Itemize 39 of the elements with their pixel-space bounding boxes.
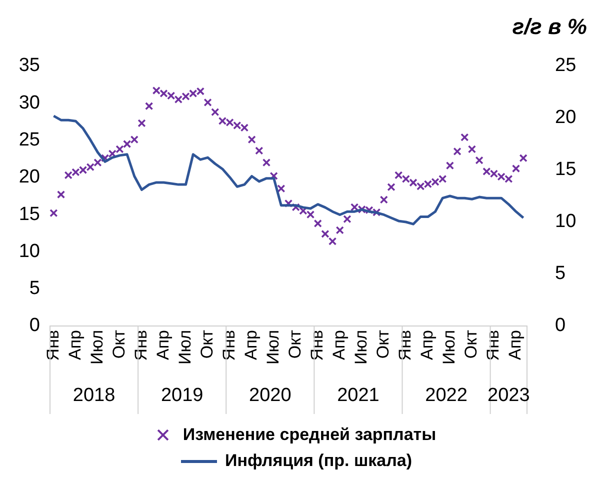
y-tick-label: 10	[18, 240, 40, 262]
y-tick-label: 0	[29, 315, 40, 336]
x-tick-label: Апр	[153, 330, 172, 360]
text: 2019	[160, 385, 204, 406]
x-tick-label: Апр	[241, 330, 260, 360]
text: 2018	[72, 385, 116, 406]
text: 2023	[488, 385, 530, 406]
x-tick-label: Апр	[330, 330, 349, 360]
x-tick-label: Июл	[87, 330, 106, 365]
text: 2022	[425, 385, 468, 406]
y-tick-label: 20	[18, 166, 40, 188]
y2-tick-label: 0	[555, 315, 566, 336]
legend-label: Инфляция (пр. шкала)	[224, 451, 412, 471]
x-tick-label: Июл	[352, 330, 371, 365]
y2-tick-label: 5	[555, 263, 566, 284]
y2-axis-title: г/г в %	[512, 14, 587, 40]
x-tick-label: Окт	[462, 330, 481, 359]
x-tick-label: Июл	[440, 330, 459, 365]
y2-tick-label: 20	[555, 107, 576, 128]
x-tick-label: Окт	[286, 330, 305, 359]
x-tick-label: Июл	[264, 330, 283, 365]
y-tick-label: 35	[18, 55, 40, 76]
y-tick-label: 30	[18, 92, 40, 114]
x-tick-label: Июл	[175, 330, 194, 365]
x-tick-label: Апр	[65, 330, 84, 360]
legend-label: Изменение средней зарплаты	[182, 425, 436, 445]
x-tick-label: Окт	[109, 330, 128, 359]
y2-tick-label: 15	[555, 159, 576, 180]
y-tick-label: 5	[29, 278, 40, 300]
x-tick-label: Окт	[374, 330, 393, 359]
x-tick-label: Окт	[197, 330, 216, 359]
text: 2020	[249, 385, 292, 406]
y-tick-label: 15	[18, 204, 40, 225]
y-tick-label: 25	[18, 130, 40, 151]
y2-tick-label: 10	[555, 211, 576, 232]
text: 2021	[337, 385, 380, 406]
x-tick-label: Апр	[506, 330, 525, 360]
x-tick-label: Апр	[418, 330, 437, 360]
y2-tick-label: 25	[555, 55, 576, 76]
